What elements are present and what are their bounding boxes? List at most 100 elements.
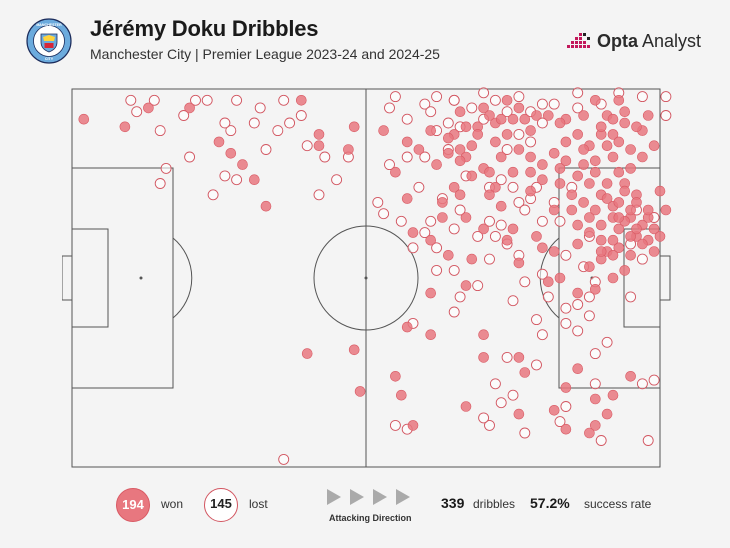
dribble-lost-point [125, 94, 137, 106]
dribble-won-point [301, 348, 313, 359]
dribble-lost-point [190, 94, 201, 106]
dribble-won-point [572, 219, 584, 231]
center-circle [313, 225, 419, 331]
dribble-won-point [454, 155, 466, 167]
success-rate-label: success rate [584, 497, 652, 511]
dribble-won-point [525, 125, 536, 136]
dribble-won-point [637, 151, 648, 163]
dribble-lost-point [501, 144, 513, 155]
dribble-won-point [507, 223, 519, 235]
dribble-won-point [401, 136, 413, 148]
dribble-won-point [560, 382, 572, 393]
dribble-lost-point [660, 110, 672, 121]
dribble-won-point [584, 212, 595, 223]
dribble-won-point [572, 170, 584, 182]
dribble-won-point [572, 129, 584, 140]
dribble-won-point [519, 367, 531, 378]
dribble-lost-point [554, 215, 566, 227]
dribble-won-point [490, 136, 501, 148]
dribble-won-point [607, 129, 619, 140]
dribble-won-point [395, 389, 407, 401]
dribble-won-point [554, 163, 566, 174]
dribble-won-point [613, 166, 625, 178]
dribble-lost-point [295, 110, 307, 121]
dribble-won-point [660, 204, 672, 216]
dribble-lost-point [384, 159, 395, 171]
dribble-lost-point [636, 378, 648, 390]
dribble-lost-point [560, 249, 572, 261]
dribble-won-point [566, 189, 578, 201]
dribble-lost-point [536, 329, 548, 341]
dribble-won-point [601, 408, 613, 420]
dribble-won-point [595, 219, 607, 231]
dribble-won-point [542, 276, 554, 288]
dribble-won-point [490, 182, 501, 193]
dribble-lost-point [560, 401, 572, 412]
dribble-lost-point [278, 453, 290, 465]
dribble-won-point [119, 121, 131, 133]
success-rate-value: 57.2% [530, 495, 570, 511]
dribble-won-point [484, 189, 495, 201]
dribble-lost-point [389, 91, 401, 103]
dribble-lost-point [431, 91, 443, 103]
dribble-won-point [495, 151, 507, 163]
dribble-lost-point [495, 174, 507, 186]
dribble-lost-point [160, 162, 172, 174]
dribble-won-point [454, 144, 466, 155]
dribble-won-point [313, 140, 325, 152]
dribble-won-point [531, 231, 542, 242]
dribble-won-point [460, 401, 472, 412]
dribble-won-point [560, 423, 572, 435]
dribble-won-point [613, 136, 625, 148]
dribble-lost-point [507, 295, 519, 307]
dribble-lost-point [572, 325, 584, 337]
dribble-won-point [442, 250, 454, 261]
dribble-won-point [613, 242, 625, 254]
dribble-lost-point [131, 106, 143, 118]
won-dribbles-layer [78, 95, 672, 439]
dribble-won-point [631, 197, 642, 208]
dribble-won-point [548, 404, 560, 416]
dribble-won-point [454, 106, 466, 118]
dribble-won-point [554, 117, 566, 129]
dribble-lost-point [536, 117, 548, 129]
dribble-won-point [625, 144, 636, 155]
dribble-won-point [589, 204, 601, 216]
lost-dribbles-layer [125, 87, 672, 465]
dribble-won-point [648, 246, 660, 257]
dribble-lost-point [478, 412, 490, 424]
dribble-won-point [378, 125, 389, 136]
dribble-lost-point [542, 291, 554, 303]
dribble-lost-point [642, 435, 654, 446]
dribble-lost-point [225, 125, 237, 137]
dribble-lost-point [219, 117, 231, 129]
lost-count-badge: 145 [204, 488, 238, 522]
dribble-won-point [642, 204, 654, 216]
dribble-lost-point [636, 91, 648, 103]
dribble-won-point [654, 185, 666, 197]
dribble-won-point [542, 110, 554, 121]
dribble-lost-point [201, 94, 213, 106]
dribble-won-point [601, 140, 613, 152]
dribble-lost-point [589, 378, 601, 390]
dribble-won-point [531, 110, 542, 121]
manchester-city-crest-icon: MANCHESTER CITY [26, 18, 72, 64]
dribble-lost-point [319, 151, 331, 163]
dribble-lost-point [560, 302, 572, 314]
dribble-won-point [466, 170, 478, 182]
dribble-lost-point [401, 151, 413, 163]
dribble-won-point [348, 121, 360, 133]
dribble-won-point [425, 234, 437, 246]
attacking-direction-arrows-icon [327, 489, 410, 505]
dribble-lost-point [448, 264, 460, 276]
dribble-lost-point [472, 230, 484, 242]
dribble-won-point [442, 132, 454, 144]
dribble-won-point [589, 420, 601, 431]
dribble-won-point [548, 246, 560, 257]
dribble-won-point [484, 166, 495, 178]
dribble-lost-point [372, 196, 384, 208]
dribble-lost-point [513, 91, 525, 103]
dribble-won-point [631, 121, 642, 133]
dribble-won-point [313, 129, 325, 140]
dribble-won-point [448, 182, 460, 193]
